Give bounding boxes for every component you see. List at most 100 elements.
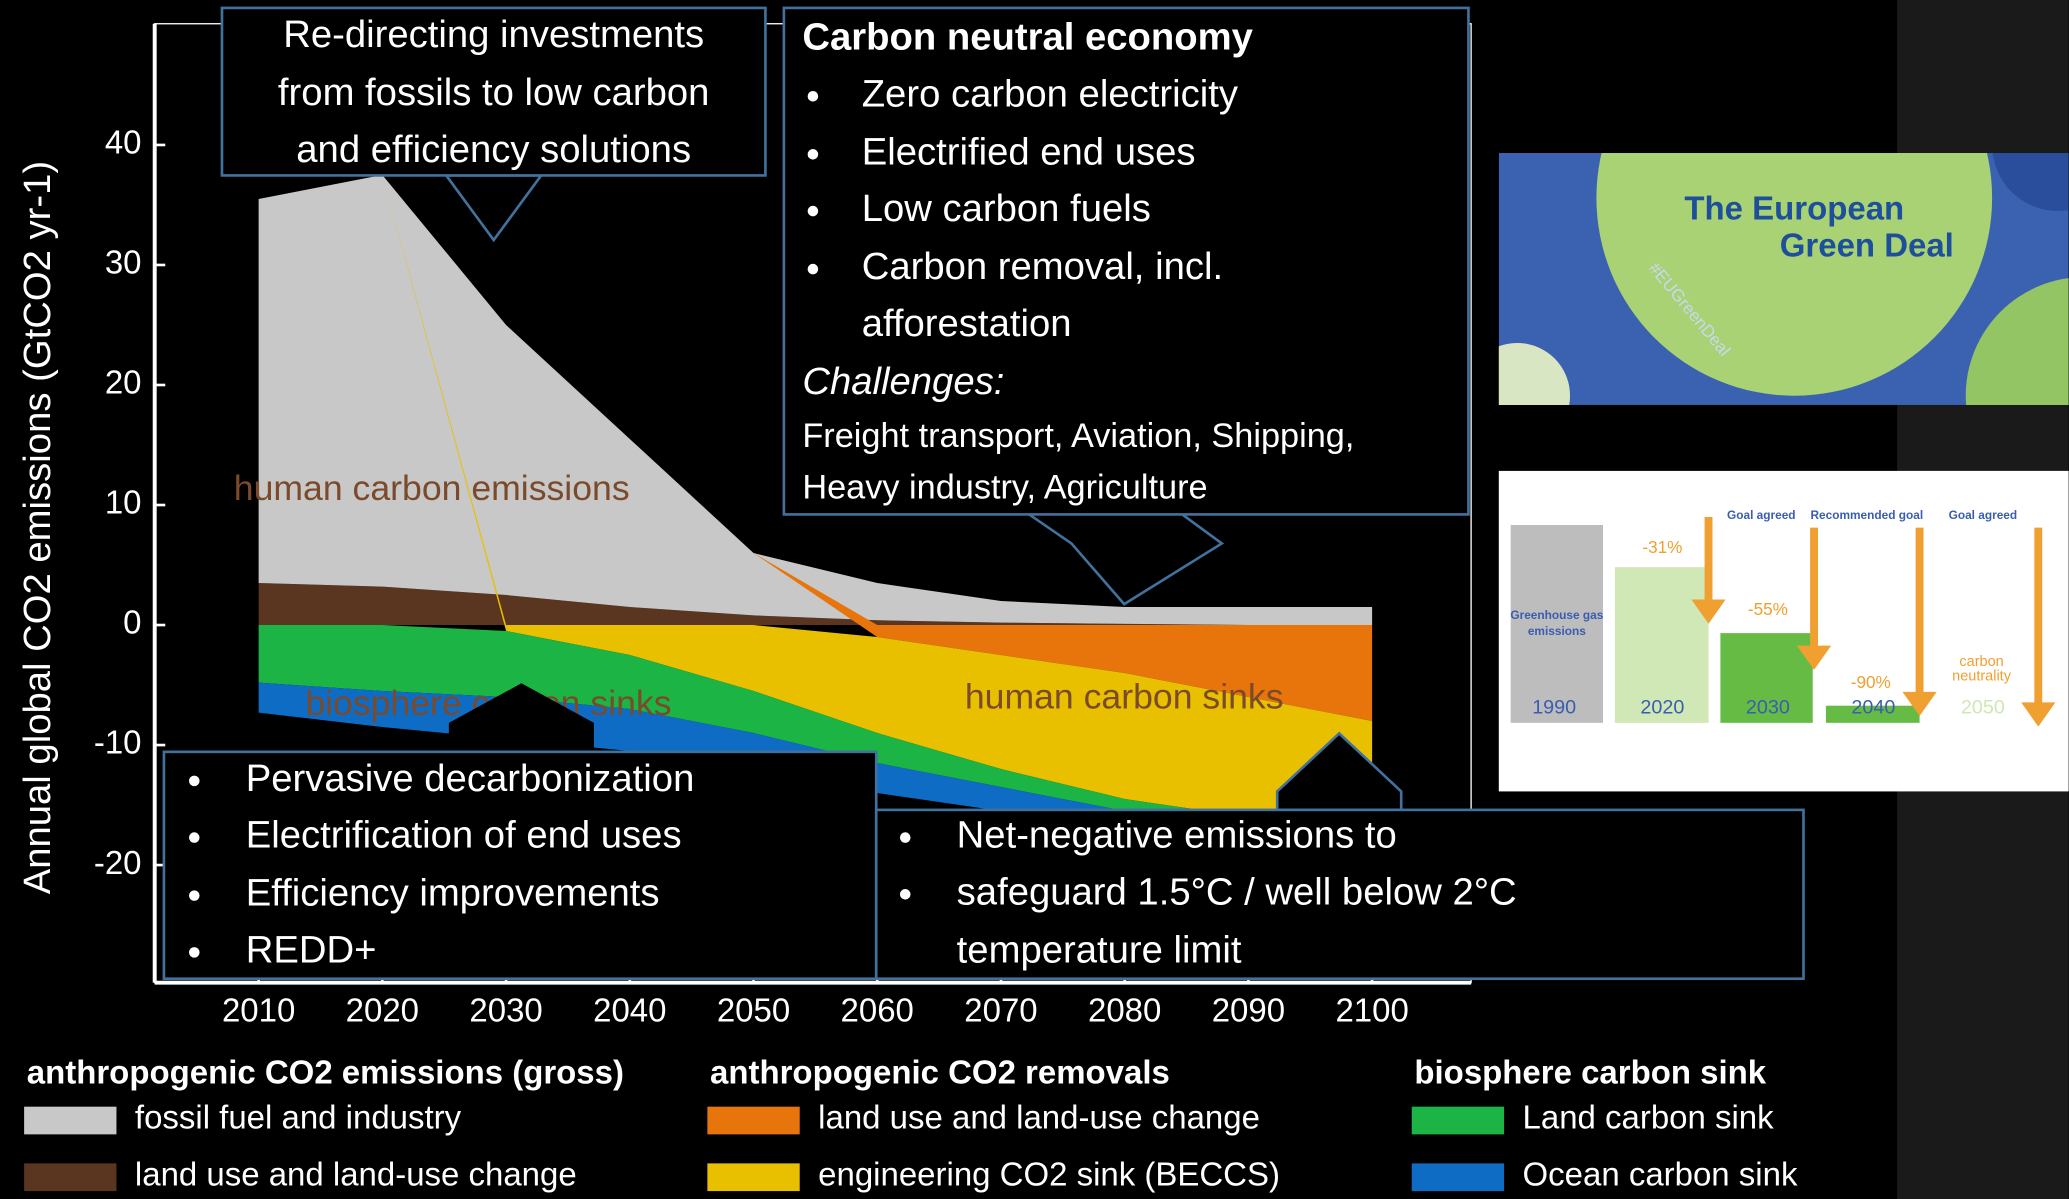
target-year: 2050 xyxy=(1961,697,2005,719)
target-bar xyxy=(1614,567,1709,723)
target-reduction: -31% xyxy=(1642,537,1682,557)
area xyxy=(258,174,1373,818)
bullet-text: Electrified end uses xyxy=(862,130,1196,173)
target-goal: Goal agreed xyxy=(1727,508,1796,522)
target-arrow-head xyxy=(1796,645,1832,670)
inset-title: The European xyxy=(1684,190,1904,227)
bullet xyxy=(189,832,200,843)
legend-title: anthropogenic CO2 emissions (gross) xyxy=(27,1054,624,1091)
target-goal: Recommended goal xyxy=(1810,508,1923,522)
arrow-up xyxy=(448,683,594,752)
inset-title: Green Deal xyxy=(1780,227,1954,264)
x-tick-label: 2100 xyxy=(1335,992,1408,1029)
annotations: Re-directing investments from fossils to… xyxy=(162,6,1805,981)
legend-label: engineering CO2 sink (BECCS) xyxy=(818,1155,1280,1192)
area-label: human carbon sinks xyxy=(965,676,1284,716)
legend-swatch xyxy=(707,1163,800,1192)
target-year: 2040 xyxy=(1851,697,1895,719)
annotation-text: from fossils to low carbon xyxy=(278,71,710,114)
y-tick-label: 40 xyxy=(105,124,142,161)
bullet-text: afforestation xyxy=(862,302,1072,345)
legend-label: Land carbon sink xyxy=(1523,1099,1775,1136)
legend-label: land use and land-use change xyxy=(818,1099,1260,1136)
annotation-box xyxy=(162,750,878,981)
target-reduction: -90% xyxy=(1851,672,1891,692)
annotation-text: and efficiency solutions xyxy=(296,128,691,171)
area xyxy=(258,583,1373,626)
target-year: 2030 xyxy=(1746,697,1790,719)
y-tick-label: 10 xyxy=(105,484,142,521)
legend-swatch xyxy=(707,1106,800,1135)
y-axis-label: Annual global CO2 emissions (GtCO2 yr-1) xyxy=(16,161,59,894)
leaf xyxy=(1498,342,1571,405)
target-year: 2020 xyxy=(1640,697,1684,719)
x-tick-label: 2090 xyxy=(1212,992,1285,1029)
targets-inset: Greenhouse gas emissions 1990 2020 2030 … xyxy=(1498,470,2069,792)
legend-swatch xyxy=(1411,1163,1505,1192)
green-deal-inset: The European Green Deal #EUGreenDeal xyxy=(1498,153,2069,405)
y-tick-label: 30 xyxy=(105,244,142,281)
x-tick-label: 2040 xyxy=(593,992,666,1029)
target-label: emissions xyxy=(1528,624,1586,638)
target-neutrality: carbon xyxy=(1959,654,2003,670)
target-bar xyxy=(1720,633,1813,723)
target-year: 1990 xyxy=(1532,697,1576,719)
target-goal: Goal agreed xyxy=(1949,508,2018,522)
bullet xyxy=(807,91,819,102)
y-tick-label: 0 xyxy=(123,604,141,641)
leaf xyxy=(1596,153,1993,396)
target-arrow-head xyxy=(1691,599,1726,624)
annotation-box xyxy=(220,6,767,177)
bullet xyxy=(807,263,819,275)
y-tick-label: -20 xyxy=(94,844,142,881)
x-tick-label: 2060 xyxy=(841,992,914,1029)
x-tick-label: 2070 xyxy=(964,992,1037,1029)
bullet-text: Low carbon fuels xyxy=(862,187,1151,230)
target-bar xyxy=(1825,705,1920,723)
target-reduction: -55% xyxy=(1748,599,1788,619)
area xyxy=(258,174,1373,626)
bullet-text: Carbon removal, incl. xyxy=(862,245,1223,288)
bullet xyxy=(807,205,819,217)
annotation-text: Re-directing investments xyxy=(283,13,704,56)
legend-label: land use and land-use change xyxy=(135,1155,577,1192)
legend-swatch xyxy=(1411,1106,1505,1135)
bullet-text: Pervasive decarbonization xyxy=(246,757,695,800)
arrow-down xyxy=(1028,513,1225,606)
leaf xyxy=(1992,153,2069,212)
legend-label: fossil fuel and industry xyxy=(135,1099,462,1136)
legend-swatch xyxy=(24,1106,117,1135)
bullet-text: safeguard 1.5°C / well below 2°C xyxy=(957,870,1517,913)
bullet-text: Zero carbon electricity xyxy=(862,72,1239,115)
target-bar xyxy=(1510,524,1604,723)
leaf xyxy=(1965,278,2069,405)
annotation-title: Carbon neutral economy xyxy=(802,16,1253,59)
area xyxy=(258,174,1373,722)
annotation-box xyxy=(874,808,1805,981)
target-label: Greenhouse gas xyxy=(1510,608,1603,622)
y-tick-label: 20 xyxy=(105,364,142,401)
x-tick-label: 2010 xyxy=(222,992,295,1029)
bullet-text: REDD+ xyxy=(246,928,377,971)
legend: anthropogenic CO2 emissions (gross) anthr… xyxy=(24,1054,1798,1192)
y-tick-label: -10 xyxy=(94,724,142,761)
legend-title: biosphere carbon sink xyxy=(1414,1054,1766,1091)
bullet xyxy=(899,889,911,900)
legend-label: Ocean carbon sink xyxy=(1523,1155,1798,1192)
area xyxy=(258,625,1373,827)
bullet-text: Electrification of end uses xyxy=(246,814,682,857)
annotation-text: Heavy industry, Agriculture xyxy=(802,468,1207,506)
bullet xyxy=(899,832,911,843)
x-tick-label: 2030 xyxy=(469,992,542,1029)
bullet xyxy=(807,149,819,160)
bullet xyxy=(189,890,200,901)
bullet-text: Efficiency improvements xyxy=(246,872,660,915)
x-tick-label: 2050 xyxy=(717,992,790,1029)
annotation-box xyxy=(782,6,1470,516)
target-arrow-head xyxy=(1902,691,1937,717)
legend-title: anthropogenic CO2 removals xyxy=(710,1054,1170,1091)
area-label: human carbon emissions xyxy=(234,468,630,508)
x-tick-label: 2080 xyxy=(1088,992,1161,1029)
